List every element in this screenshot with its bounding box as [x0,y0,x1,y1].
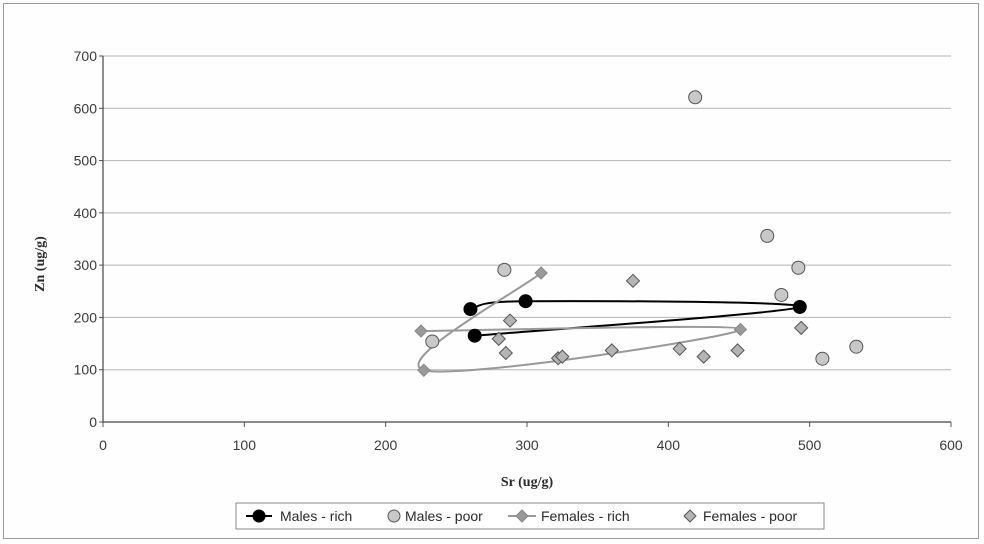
legend-swatch-marker [252,509,266,523]
data-point [774,287,789,302]
y-tick-label: 0 [89,414,97,430]
x-tick-label: 400 [657,437,681,453]
series-line [470,300,801,337]
legend-item-females-rich: Females - rich [508,508,630,524]
data-point [733,322,748,337]
data-point [491,331,506,347]
tick-labels: 0 100 200 300 400 500 600 700 0 100 200 300 400 500 60… [74,48,963,453]
x-tick-label: 300 [515,437,539,453]
data-point [688,90,703,105]
y-tick-label: 700 [74,48,98,64]
axes [99,55,952,427]
y-tick-label: 200 [74,309,98,325]
data-point [849,339,864,354]
series-line [417,272,742,373]
x-tick-label: 600 [939,437,963,453]
data-point [497,262,512,277]
chart-frame [3,3,979,539]
y-tick-label: 400 [74,205,98,221]
data-point [815,351,830,366]
data-point [534,266,548,280]
legend-item-males-rich: Males - rich [246,508,352,524]
data-point [502,313,518,328]
data-point [730,343,745,358]
legend-label: Males - rich [280,508,352,524]
legend-label: Females - rich [541,508,630,524]
y-axis-title: Zn (ug/g) [33,236,48,292]
legend-label: Females - poor [703,508,797,524]
data-point [672,341,687,357]
data-point [518,294,533,309]
legend: Males - rich Males - poor Females - rich… [235,502,825,530]
data-point [793,320,809,336]
data-point [604,343,620,358]
y-tick-label: 300 [74,257,98,273]
data-point [625,273,641,289]
data-markers [414,90,864,377]
y-tick-label: 500 [74,153,98,169]
legend-swatch-marker [515,509,529,523]
x-axis-title: Sr (ug/g) [501,475,554,490]
y-tick-label: 600 [74,100,98,116]
data-point [792,299,807,314]
data-point [498,345,514,361]
data-point [417,363,431,377]
y-tick-label: 100 [74,362,98,378]
data-point [414,324,428,338]
x-tick-label: 0 [99,437,107,453]
gridlines [103,55,951,371]
x-tick-label: 100 [233,437,257,453]
legend-label: Males - poor [405,508,483,524]
legend-swatch-marker [683,509,697,523]
x-tick-label: 500 [798,437,822,453]
data-point [425,334,440,349]
series-lines [417,272,801,373]
data-point [467,328,482,343]
data-point [555,349,570,364]
data-point [760,228,775,243]
legend-item-females-poor: Females - poor [683,508,797,524]
data-point [696,349,711,364]
data-point [791,260,806,275]
x-tick-label: 200 [374,437,398,453]
legend-swatch-marker [387,509,401,523]
legend-item-males-poor: Males - poor [387,508,483,524]
data-point [463,302,478,317]
